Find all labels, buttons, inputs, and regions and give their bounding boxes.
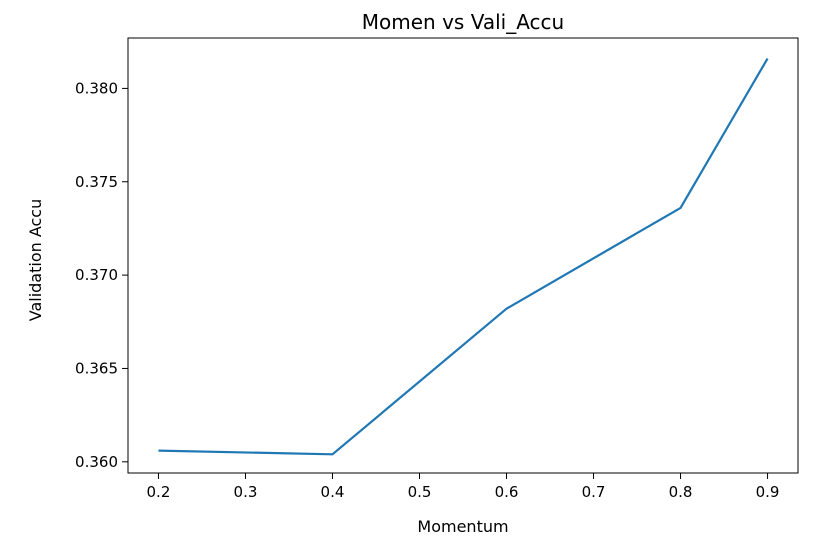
series-line — [158, 57, 769, 456]
y-axis-label: Validation Accu — [26, 199, 45, 322]
x-axis-label: Momentum — [417, 517, 508, 536]
x-tick-label: 0.3 — [234, 483, 258, 501]
y-tick-label: 0.370 — [75, 266, 118, 284]
y-tick-label: 0.365 — [75, 359, 118, 377]
tick-group: 0.2 0.3 0.4 0.5 0.6 0.7 0.8 0.9 0.360 0.365 0.370 0… — [75, 79, 779, 501]
chart-title: Momen vs Vali_Accu — [362, 10, 564, 34]
x-tick-label: 0.9 — [756, 483, 780, 501]
plot-group — [158, 57, 769, 456]
x-tick-label: 0.2 — [147, 483, 171, 501]
plot-frame — [127, 37, 799, 474]
x-tick-label: 0.4 — [321, 483, 345, 501]
x-tick-label: 0.8 — [669, 483, 693, 501]
x-tick-label: 0.6 — [495, 483, 519, 501]
x-tick-label: 0.5 — [408, 483, 432, 501]
y-tick-label: 0.360 — [75, 453, 118, 471]
y-tick-label: 0.380 — [75, 79, 118, 97]
y-tick-label: 0.375 — [75, 173, 118, 191]
x-tick-label: 0.7 — [582, 483, 606, 501]
